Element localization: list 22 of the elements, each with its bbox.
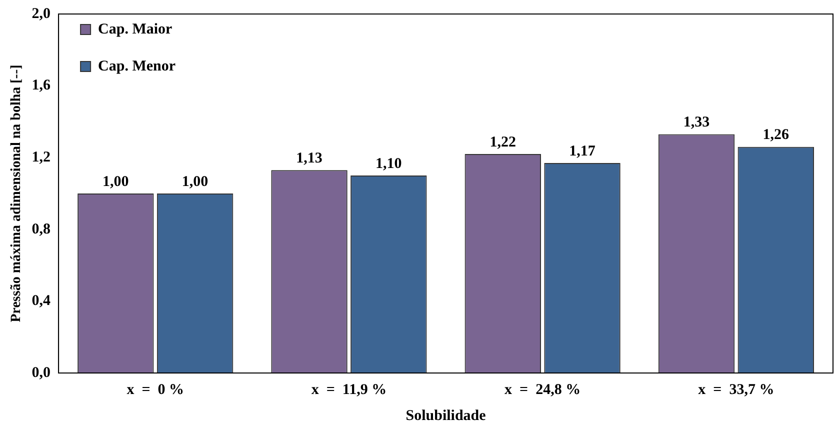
- legend-label: Cap. Menor: [98, 58, 176, 74]
- x-tick-label: x = 0 %: [126, 382, 184, 398]
- data-label: 1,26: [762, 127, 790, 144]
- y-tick-label: 0,4: [32, 293, 52, 310]
- x-tick-label: x = 11,9 %: [311, 382, 387, 398]
- y-tick-label: 0,0: [32, 364, 51, 381]
- y-tick-label: 1,2: [32, 149, 51, 166]
- y-axis-title: Pressão máxima adimensional na bolha [--]: [9, 64, 24, 322]
- data-label: 1,00: [102, 174, 129, 190]
- y-tick-label: 1,6: [32, 78, 52, 94]
- y-tick-label: 2,0: [32, 6, 51, 22]
- data-label: 1,13: [296, 150, 322, 167]
- data-label: 1,22: [490, 134, 516, 150]
- data-label: 1,33: [683, 114, 710, 131]
- data-label: 1,17: [569, 143, 596, 160]
- x-tick-label: x = 33,7 %: [698, 382, 774, 398]
- legend-label: Cap. Maior: [98, 21, 173, 38]
- x-axis-title: Solubilidade: [406, 408, 486, 424]
- data-label: 1,00: [182, 174, 208, 190]
- y-tick-label: 0,8: [32, 221, 51, 238]
- x-tick-label: x = 24,8 %: [504, 382, 581, 398]
- data-label: 1,10: [376, 156, 402, 172]
